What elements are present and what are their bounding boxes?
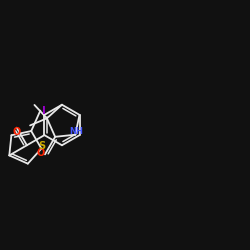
Text: S: S	[38, 140, 46, 150]
Text: I: I	[42, 106, 46, 116]
Text: NH: NH	[69, 127, 83, 136]
Text: O: O	[36, 148, 45, 158]
Text: O: O	[12, 127, 21, 137]
